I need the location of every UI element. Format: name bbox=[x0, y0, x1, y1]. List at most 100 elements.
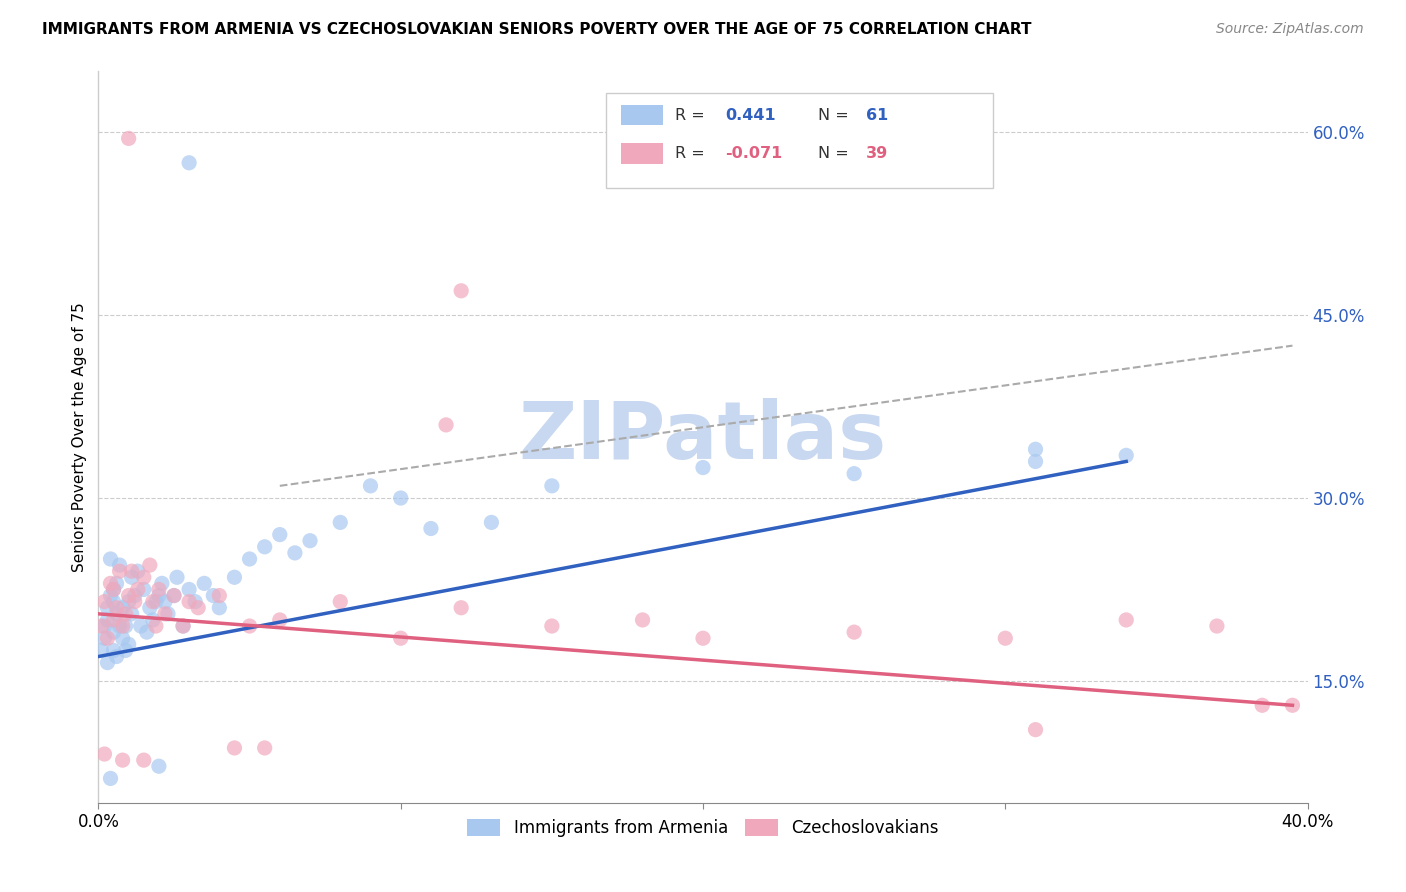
Point bbox=[103, 613, 125, 627]
Point bbox=[148, 582, 170, 597]
Text: N =: N = bbox=[818, 108, 853, 123]
Text: N =: N = bbox=[818, 145, 853, 161]
Point bbox=[105, 600, 128, 615]
Point bbox=[1251, 698, 1274, 713]
Point bbox=[389, 632, 412, 646]
Point bbox=[163, 589, 186, 603]
Point bbox=[96, 632, 118, 646]
FancyBboxPatch shape bbox=[606, 94, 993, 188]
Point bbox=[124, 594, 146, 608]
Point bbox=[253, 740, 276, 755]
Point bbox=[114, 619, 136, 633]
Point bbox=[105, 576, 128, 591]
Point bbox=[118, 594, 141, 608]
Point bbox=[153, 594, 176, 608]
Text: Source: ZipAtlas.com: Source: ZipAtlas.com bbox=[1216, 22, 1364, 37]
Point bbox=[269, 613, 291, 627]
Point bbox=[631, 613, 654, 627]
Point bbox=[389, 491, 412, 505]
Point bbox=[172, 619, 194, 633]
Point bbox=[100, 552, 122, 566]
Point bbox=[193, 576, 215, 591]
Point bbox=[1024, 442, 1046, 457]
Point bbox=[145, 619, 167, 633]
Text: -0.071: -0.071 bbox=[724, 145, 782, 161]
Point bbox=[540, 479, 562, 493]
Y-axis label: Seniors Poverty Over the Age of 75: Seniors Poverty Over the Age of 75 bbox=[72, 302, 87, 572]
Point bbox=[118, 589, 141, 603]
Point bbox=[1281, 698, 1303, 713]
Point bbox=[111, 753, 134, 767]
FancyBboxPatch shape bbox=[621, 105, 664, 126]
Point bbox=[179, 582, 201, 597]
Point bbox=[108, 558, 131, 573]
Point bbox=[103, 643, 125, 657]
Text: IMMIGRANTS FROM ARMENIA VS CZECHOSLOVAKIAN SENIORS POVERTY OVER THE AGE OF 75 CO: IMMIGRANTS FROM ARMENIA VS CZECHOSLOVAKI… bbox=[42, 22, 1032, 37]
Point bbox=[179, 155, 201, 169]
Point bbox=[111, 600, 134, 615]
Point bbox=[100, 589, 122, 603]
Point bbox=[100, 576, 122, 591]
Point bbox=[103, 582, 125, 597]
Point bbox=[127, 582, 149, 597]
Point bbox=[118, 131, 141, 145]
Point bbox=[224, 570, 246, 584]
Point bbox=[153, 607, 176, 621]
Point bbox=[239, 552, 262, 566]
Point bbox=[124, 589, 146, 603]
Point bbox=[127, 564, 149, 578]
Point bbox=[103, 625, 125, 640]
Point bbox=[1206, 619, 1229, 633]
Point bbox=[139, 558, 162, 573]
Point bbox=[360, 479, 382, 493]
Point bbox=[132, 570, 155, 584]
Point bbox=[150, 576, 173, 591]
Point bbox=[105, 607, 128, 621]
Point bbox=[142, 594, 165, 608]
Point bbox=[208, 589, 231, 603]
Point bbox=[434, 417, 457, 432]
Point bbox=[239, 619, 262, 633]
Point bbox=[166, 570, 188, 584]
Point bbox=[121, 607, 143, 621]
Point bbox=[96, 600, 118, 615]
Point bbox=[142, 613, 165, 627]
Point bbox=[1024, 723, 1046, 737]
Point bbox=[1024, 454, 1046, 468]
Point bbox=[108, 619, 131, 633]
Point bbox=[329, 516, 352, 530]
Point bbox=[139, 600, 162, 615]
Point bbox=[202, 589, 225, 603]
Point bbox=[187, 600, 209, 615]
Point bbox=[93, 619, 115, 633]
FancyBboxPatch shape bbox=[621, 143, 664, 163]
Point bbox=[450, 284, 472, 298]
Point bbox=[179, 594, 201, 608]
Text: R =: R = bbox=[675, 145, 710, 161]
Point bbox=[284, 546, 307, 560]
Point bbox=[93, 594, 115, 608]
Point bbox=[129, 619, 152, 633]
Text: ZIPatlas: ZIPatlas bbox=[519, 398, 887, 476]
Point bbox=[111, 619, 134, 633]
Point bbox=[163, 589, 186, 603]
Point bbox=[148, 589, 170, 603]
Point bbox=[172, 619, 194, 633]
Point bbox=[105, 649, 128, 664]
Point bbox=[481, 516, 503, 530]
Point bbox=[93, 632, 115, 646]
Point bbox=[1115, 613, 1137, 627]
Point bbox=[108, 564, 131, 578]
Point bbox=[450, 600, 472, 615]
Point bbox=[103, 594, 125, 608]
Point bbox=[121, 564, 143, 578]
Point bbox=[540, 619, 562, 633]
Point bbox=[111, 632, 134, 646]
Point bbox=[299, 533, 322, 548]
Legend: Immigrants from Armenia, Czechoslovakians: Immigrants from Armenia, Czechoslovakian… bbox=[458, 811, 948, 846]
Point bbox=[93, 747, 115, 761]
Point bbox=[100, 772, 122, 786]
Point bbox=[96, 656, 118, 670]
Point bbox=[132, 582, 155, 597]
Point bbox=[103, 582, 125, 597]
